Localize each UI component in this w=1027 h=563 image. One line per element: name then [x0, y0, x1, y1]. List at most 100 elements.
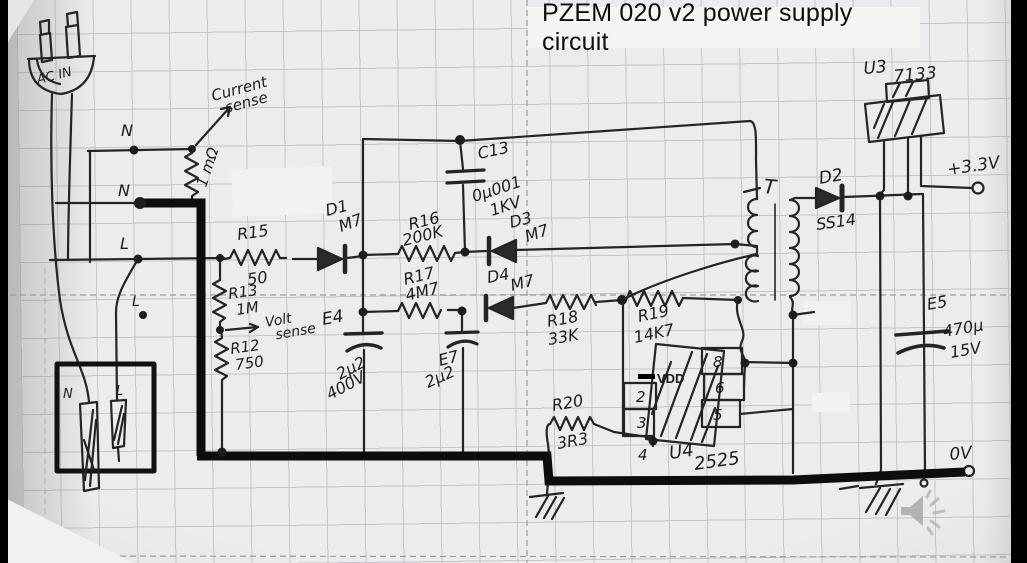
left-black-bar — [0, 0, 8, 563]
label-d4-val: M7 — [508, 270, 537, 294]
plug-blade-box — [54, 361, 157, 493]
wire — [511, 301, 548, 310]
wire-l-to-blade — [114, 257, 140, 402]
label-l-lower: L — [132, 294, 140, 310]
ground-symbol-right — [838, 482, 905, 517]
label-r12-val: 750 — [234, 352, 265, 374]
label-volt-sense-1: Volt — [264, 310, 294, 330]
label-d3-ref: D3 — [507, 208, 533, 232]
wire — [361, 252, 400, 257]
ac-plug-symbol — [26, 10, 97, 96]
wire-primary-tap — [514, 242, 759, 252]
cap-e4-plate1 — [343, 331, 384, 336]
label-n-mid: N — [118, 181, 130, 200]
diode-d2 — [814, 186, 841, 210]
cap-e4-plate2 — [345, 342, 383, 353]
wire — [545, 422, 552, 456]
handwritten-labels: AC IN N N L L N L Current sense 1 mΩ Vol… — [34, 57, 1002, 475]
vdd-annotation: VDD — [638, 371, 684, 386]
label-d1-ref: D1 — [323, 196, 349, 220]
resistor-r19 — [624, 289, 685, 308]
resistor-r12 — [213, 328, 230, 454]
label-u4-pin6: 6 — [715, 379, 725, 397]
label-n-box: N — [63, 387, 73, 402]
current-sense-arrow — [194, 105, 232, 147]
diode-d4 — [487, 295, 515, 321]
label-u4-pin4: 4 — [638, 446, 648, 464]
junction-dots — [129, 135, 913, 457]
label-l-box: L — [116, 384, 123, 399]
label-u3-ref: U3 — [863, 57, 888, 79]
label-u3-part: 7133 — [893, 63, 938, 87]
ic-u4 — [621, 299, 795, 448]
terminal-mark — [919, 478, 929, 488]
volt-sense-arrow — [224, 322, 260, 334]
cap-e7-plate2 — [446, 339, 479, 349]
plug-wire-live — [66, 92, 74, 262]
resistor-r16 — [396, 244, 457, 263]
label-e5-rating: 15V — [948, 338, 983, 362]
resistor-shunt — [183, 148, 200, 201]
label-r20-val: 3R3 — [555, 429, 589, 453]
label-shunt: 1 mΩ — [193, 145, 223, 189]
label-r16-val: 200K — [400, 221, 446, 250]
circuit-wiring — [26, 10, 985, 521]
label-r13-ref: R13 — [227, 281, 259, 303]
right-black-bar — [1011, 0, 1027, 563]
label-d2-ref: D2 — [817, 165, 844, 189]
wire-secondary-return — [788, 295, 795, 475]
label-d4-ref: D4 — [485, 264, 510, 287]
label-t-ref: T — [762, 174, 778, 199]
speaker-icon[interactable] — [901, 489, 946, 536]
wire — [681, 296, 740, 302]
label-u4-ref: U4 — [668, 440, 695, 464]
wire — [458, 139, 465, 171]
diode-d1 — [316, 246, 344, 272]
label-r12-ref: R12 — [229, 336, 261, 358]
slide-title: PZEM 020 v2 power supply circuit — [528, 0, 920, 56]
label-3v3-rail: +3.3V — [946, 153, 1003, 180]
label-d2-val: SS14 — [815, 210, 857, 234]
ground-symbol-mid — [528, 479, 566, 521]
label-l-left: L — [120, 234, 129, 253]
plug-wire-neutral — [50, 92, 91, 404]
label-e4-ref: E4 — [320, 306, 345, 329]
wire — [361, 309, 400, 314]
resistor-r17 — [396, 301, 443, 320]
bus-lines — [140, 198, 966, 486]
terminal-0v — [962, 464, 976, 478]
regulator-u3 — [863, 78, 974, 198]
label-r20-ref: R20 — [550, 391, 584, 415]
wire-aux-top — [624, 252, 759, 300]
label-volt-sense-2: sense — [274, 321, 317, 344]
label-u4-part: 2525 — [693, 448, 741, 475]
label-r13-val: 1M — [235, 298, 260, 319]
label-u4-pin2: 2 — [636, 388, 646, 406]
label-e7-ref: E7 — [436, 346, 461, 370]
label-r15-val: 50 — [246, 267, 269, 289]
wire — [453, 249, 488, 255]
terminal-3v3 — [971, 181, 985, 195]
cap-c13-plates — [445, 168, 486, 185]
label-u4-pin8: 8 — [713, 353, 723, 371]
wire-aux-down — [735, 298, 747, 364]
label-0v-rail: 0V — [949, 443, 974, 465]
transformer-t — [742, 186, 801, 303]
label-n-top: N — [121, 121, 133, 140]
cap-e5-plate1 — [894, 329, 950, 337]
label-u4-pin3: 3 — [637, 414, 647, 432]
wire — [788, 196, 818, 202]
label-u4-pin5: 5 — [713, 406, 723, 424]
label-r15-ref: R15 — [236, 221, 270, 244]
diode-d3 — [490, 238, 518, 264]
wire-top-rail — [361, 119, 759, 201]
label-vdd: VDD — [657, 371, 684, 386]
label-c13-ref: C13 — [476, 138, 511, 163]
wire — [461, 183, 467, 254]
resistor-r15 — [222, 248, 288, 267]
resistor-r20 — [548, 415, 596, 432]
label-e5-ref: E5 — [925, 292, 948, 314]
